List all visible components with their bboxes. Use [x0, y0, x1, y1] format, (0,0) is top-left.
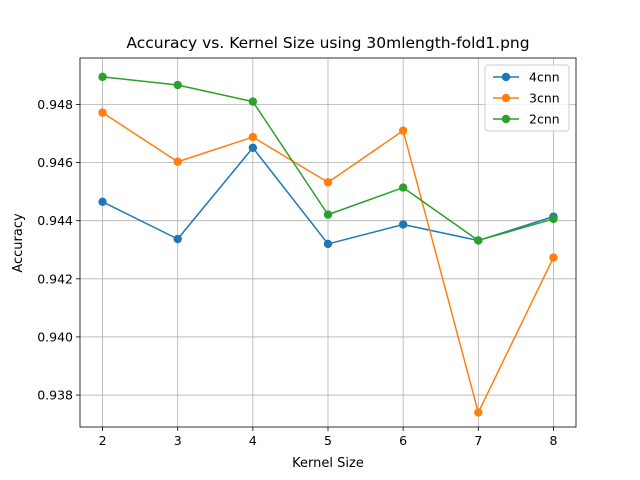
- data-point: [248, 132, 258, 142]
- x-tick-label: 7: [474, 433, 482, 448]
- x-tick-label: 6: [399, 433, 407, 448]
- legend-item-3cnn: 3cnn: [493, 91, 560, 106]
- data-point: [323, 210, 333, 219]
- data-point: [98, 197, 107, 207]
- axis-ticks: 2 3 4 5 6 7 8 0.938 0.940 0.942 0.944 0.946 0.948: [37, 97, 557, 448]
- x-tick-label: 4: [249, 433, 257, 448]
- data-point: [474, 408, 483, 417]
- chart-title: Accuracy vs. Kernel Size using 30mlength…: [126, 34, 529, 52]
- x-tick-label: 8: [549, 433, 557, 448]
- legend-label: 3cnn: [529, 91, 560, 106]
- x-tick-label: 5: [324, 433, 332, 448]
- data-point: [98, 72, 107, 82]
- y-tick-label: 0.944: [37, 213, 73, 228]
- data-point: [173, 157, 182, 166]
- legend-label: 4cnn: [529, 70, 560, 85]
- y-tick-label: 0.948: [37, 97, 73, 112]
- data-point: [549, 253, 558, 262]
- data-point: [98, 108, 107, 117]
- x-axis-label: Kernel Size: [292, 456, 364, 471]
- data-point: [323, 239, 333, 249]
- data-point: [549, 214, 558, 224]
- x-tick-label: 3: [174, 433, 182, 448]
- legend-item-4cnn: 4cnn: [493, 70, 560, 85]
- legend: 4cnn 3cnn 2cnn: [484, 64, 570, 132]
- data-point: [398, 126, 408, 135]
- plot-frame: [79, 57, 577, 428]
- series-lines: [98, 72, 558, 417]
- data-point: [323, 178, 333, 187]
- y-tick-label: 0.938: [37, 388, 73, 403]
- legend-marker: [501, 72, 511, 82]
- data-point: [398, 220, 408, 229]
- series-3cnn: [98, 108, 558, 417]
- legend-marker: [501, 114, 511, 124]
- data-point: [173, 234, 182, 244]
- data-point: [398, 183, 408, 192]
- data-point: [173, 80, 182, 90]
- data-point: [248, 97, 258, 106]
- x-tick-label: 2: [99, 433, 107, 448]
- legend-box: [484, 64, 570, 132]
- series-2cnn: [98, 72, 558, 245]
- legend-label: 2cnn: [529, 112, 560, 127]
- y-tick-label: 0.940: [37, 329, 73, 344]
- y-tick-label: 0.946: [37, 155, 73, 170]
- data-point: [248, 143, 258, 152]
- y-tick-label: 0.942: [37, 271, 73, 286]
- data-point: [474, 236, 483, 245]
- y-axis-label: Accuracy: [11, 213, 26, 273]
- legend-marker: [501, 93, 511, 103]
- legend-item-2cnn: 2cnn: [493, 112, 560, 127]
